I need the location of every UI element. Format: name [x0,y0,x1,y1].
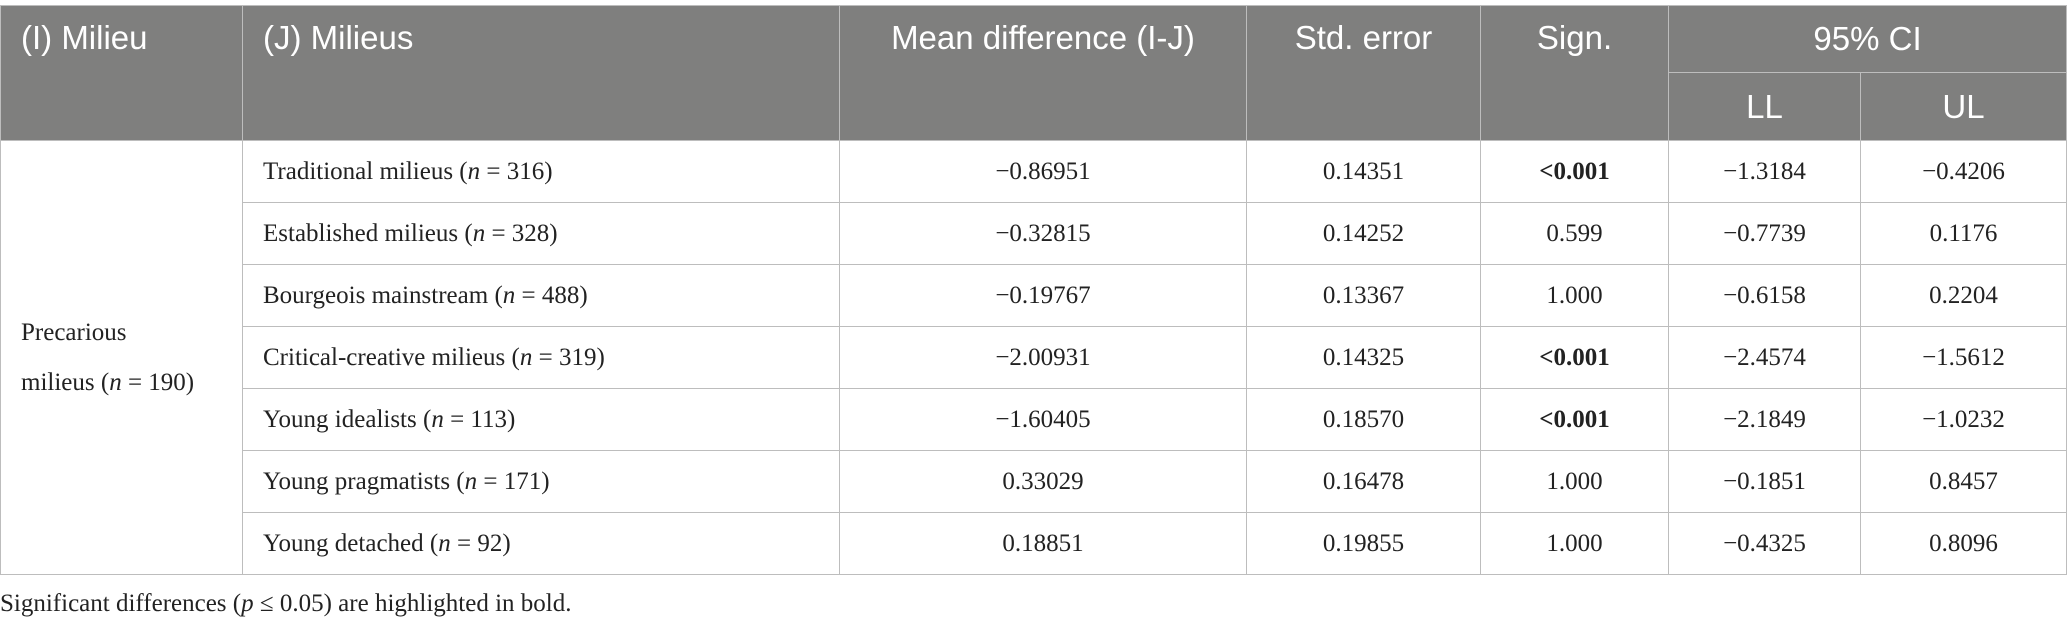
ul-cell: 0.2204 [1860,264,2067,327]
ll-cell: −0.7739 [1668,202,1861,265]
group-label-prefix: milieus ( [21,368,110,396]
comparison-name: Bourgeois mainstream ( [263,281,503,309]
header-milieu: (I) Milieu [0,5,243,141]
group-n-symbol: n [109,368,122,396]
table-row: Young detached (n = 92) 0.18851 0.19855 … [1,512,2067,575]
sign-cell: 1.000 [1480,450,1669,513]
comparison-label: Young idealists (n = 113) [242,388,840,451]
n-count: = 171) [477,467,550,495]
table-header: (I) Milieu (J) Milieus Mean difference (… [0,5,2067,141]
n-symbol: n [464,467,478,495]
group-label-line1: Precarious [21,318,127,346]
n-count: = 92) [450,529,511,557]
comparison-label: Critical-creative milieus (n = 319) [242,326,840,389]
header-milieus: (J) Milieus [242,5,840,141]
comparison-label: Established milieus (n = 328) [242,202,840,265]
n-symbol: n [472,219,486,247]
n-count: = 319) [532,343,605,371]
ul-cell: 0.1176 [1860,202,2067,265]
mean-difference-cell: −2.00931 [839,326,1247,389]
comparison-name: Young idealists ( [263,405,432,433]
n-count: = 328) [485,219,558,247]
sign-cell: 1.000 [1480,264,1669,327]
comparison-label: Bourgeois mainstream (n = 488) [242,264,840,327]
sign-cell: <0.001 [1480,388,1669,451]
ul-cell: −0.4206 [1860,140,2067,203]
table-body: Precarious milieus (n = 190) Traditional… [0,140,2067,575]
mean-difference-cell: −1.60405 [839,388,1247,451]
table-row: Established milieus (n = 328) −0.32815 0… [1,202,2067,265]
ll-cell: −1.3184 [1668,140,1861,203]
n-count: = 488) [515,281,588,309]
table-row: Bourgeois mainstream (n = 488) −0.19767 … [1,264,2067,327]
header-ul: UL [1860,72,2067,141]
mean-difference-cell: −0.32815 [839,202,1247,265]
ul-cell: 0.8096 [1860,512,2067,575]
mean-difference-cell: −0.19767 [839,264,1247,327]
mean-difference-cell: 0.18851 [839,512,1247,575]
table-row: Critical-creative milieus (n = 319) −2.0… [1,326,2067,389]
table-row: Precarious milieus (n = 190) Traditional… [0,140,2067,575]
header-ll: LL [1668,72,1861,141]
n-count: = 113) [443,405,516,433]
comparison-label: Young pragmatists (n = 171) [242,450,840,513]
std-error-cell: 0.18570 [1246,388,1481,451]
ll-cell: −0.4325 [1668,512,1861,575]
n-symbol: n [438,529,451,557]
std-error-cell: 0.19855 [1246,512,1481,575]
footnote-prefix: Significant differences ( [0,590,242,617]
ul-cell: 0.8457 [1860,450,2067,513]
std-error-cell: 0.16478 [1246,450,1481,513]
results-table: (I) Milieu (J) Milieus Mean difference (… [0,5,2067,575]
table-row: Young idealists (n = 113) −1.60405 0.185… [1,388,2067,451]
table-row: Young pragmatists (n = 171) 0.33029 0.16… [1,450,2067,513]
ul-cell: −1.5612 [1860,326,2067,389]
std-error-cell: 0.13367 [1246,264,1481,327]
sign-cell: 0.599 [1480,202,1669,265]
ll-cell: −0.6158 [1668,264,1861,327]
n-symbol: n [431,405,444,433]
header-sign: Sign. [1480,5,1669,141]
header-std-error: Std. error [1246,5,1481,141]
ll-cell: −2.4574 [1668,326,1861,389]
comparison-name: Young detached ( [263,529,439,557]
comparison-label: Traditional milieus (n = 316) [242,140,840,203]
std-error-cell: 0.14351 [1246,140,1481,203]
n-symbol: n [467,157,481,185]
mean-difference-cell: −0.86951 [839,140,1247,203]
ul-cell: −1.0232 [1860,388,2067,451]
comparison-name: Traditional milieus ( [263,157,468,185]
sign-cell: <0.001 [1480,326,1669,389]
n-symbol: n [519,343,533,371]
comparison-name: Critical-creative milieus ( [263,343,520,371]
ll-cell: −0.1851 [1668,450,1861,513]
n-symbol: n [502,281,516,309]
footnote-suffix: ≤ 0.05) are highlighted in bold. [253,590,572,617]
footnote-p-symbol: p [241,590,254,617]
comparison-name: Established milieus ( [263,219,473,247]
sign-cell: <0.001 [1480,140,1669,203]
table-footnote: Significant differences (p ≤ 0.05) are h… [0,590,571,618]
n-count: = 316) [480,157,553,185]
ll-cell: −2.1849 [1668,388,1861,451]
std-error-cell: 0.14325 [1246,326,1481,389]
group-n-count: = 190) [121,368,195,396]
header-mean-difference: Mean difference (I-J) [839,5,1247,141]
comparison-label: Young detached (n = 92) [242,512,840,575]
results-table-container: (I) Milieu (J) Milieus Mean difference (… [0,5,2067,575]
header-ci: 95% CI [1668,5,2067,73]
sign-cell: 1.000 [1480,512,1669,575]
mean-difference-cell: 0.33029 [839,450,1247,513]
std-error-cell: 0.14252 [1246,202,1481,265]
comparison-name: Young pragmatists ( [263,467,465,495]
group-cell-precarious: Precarious milieus (n = 190) [0,140,243,575]
